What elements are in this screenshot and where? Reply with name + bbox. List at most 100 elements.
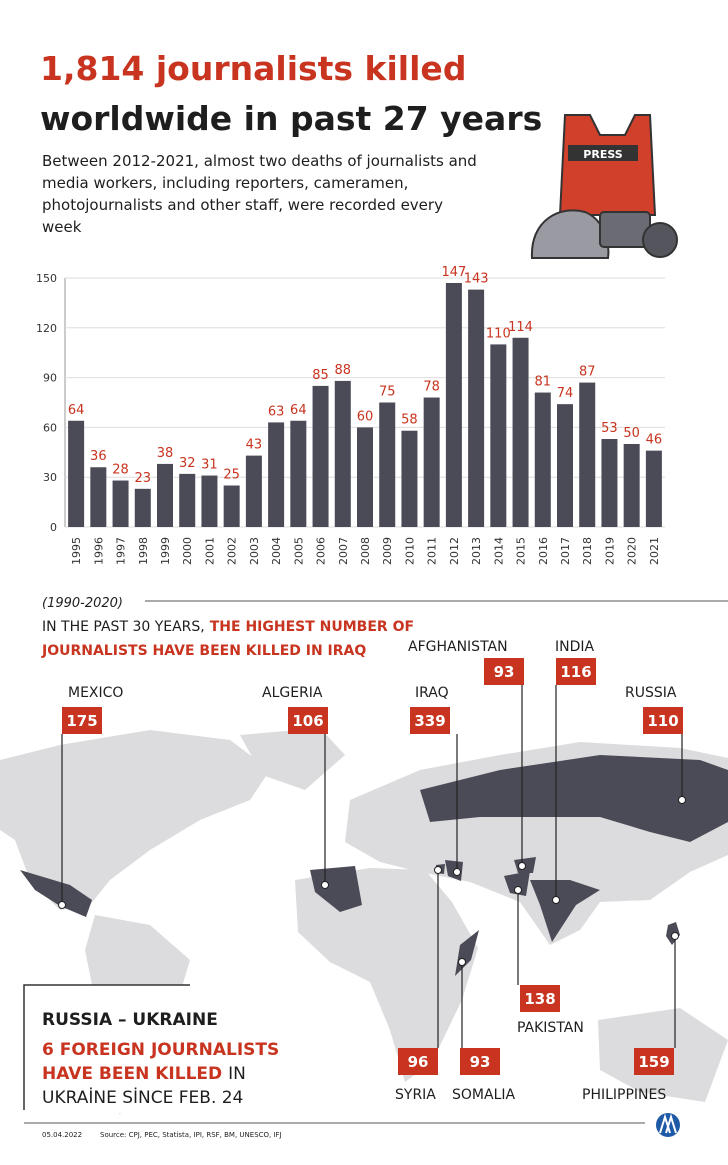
x-tick-label: 2018	[581, 537, 594, 565]
x-tick-label: 1995	[70, 537, 83, 565]
heading-highlight: JOURNALISTS HAVE BEEN KILLED IN IRAQ	[41, 643, 366, 659]
x-tick-label: 2011	[426, 537, 439, 565]
value-box	[460, 1048, 500, 1075]
pointer-dot	[678, 796, 686, 804]
bar	[401, 430, 418, 527]
value-label: 87	[579, 365, 596, 380]
bar	[645, 450, 662, 527]
x-tick-label: 1999	[159, 537, 172, 565]
x-tick-label: 2000	[181, 537, 194, 565]
value-label: 46	[646, 433, 663, 448]
bar	[245, 455, 262, 527]
bar	[157, 463, 173, 527]
bar	[601, 439, 618, 527]
value-label: 32	[179, 456, 196, 471]
value-label: 60	[357, 409, 374, 424]
bar	[512, 337, 529, 527]
bar-chart: 0 30 60 90 120 150 1995 64 1996 36 1997 28 1998 23 199…	[36, 265, 665, 565]
x-tick-label: 1997	[115, 537, 128, 565]
x-tick-label: 2017	[559, 537, 572, 565]
agency-logo	[656, 1113, 680, 1137]
map-heading: IN THE PAST 30 YEARS, THE HIGHEST NUMBER …	[42, 619, 414, 635]
subtitle: week	[42, 218, 82, 236]
y-tick-label: 0	[50, 521, 57, 534]
x-tick-label: 2015	[515, 537, 528, 565]
bar	[468, 289, 485, 527]
bar	[179, 473, 196, 527]
x-tick-label: 2006	[315, 537, 328, 565]
value-label: 28	[112, 463, 129, 478]
value-label: 143	[464, 272, 489, 287]
subtitle: Between 2012-2021, almost two deaths of …	[42, 152, 477, 170]
value-label: 64	[68, 403, 85, 418]
bar	[623, 444, 640, 527]
value-label: 85	[312, 368, 329, 383]
heading-plain: IN THE PAST 30 YEARS,	[42, 619, 205, 635]
pointer-dot	[552, 896, 560, 904]
value-label: 25	[223, 468, 240, 483]
country-value: 138	[524, 990, 555, 1008]
value-label: 63	[268, 404, 285, 419]
value-label: 50	[623, 426, 640, 441]
value-box	[288, 707, 328, 734]
country-value: 339	[414, 712, 445, 730]
country-name: PAKISTAN	[517, 1020, 584, 1036]
value-label: 38	[157, 446, 174, 461]
bar	[423, 397, 440, 527]
value-label: 43	[246, 438, 263, 453]
title-line-2: worldwide in past 27 years	[40, 99, 542, 138]
bar	[534, 392, 551, 527]
value-box	[643, 707, 683, 734]
pointer-dot	[453, 868, 461, 876]
value-label: 88	[335, 363, 352, 378]
x-tick-label: 2003	[248, 537, 261, 565]
country-value: 106	[292, 712, 323, 730]
value-box	[410, 707, 450, 734]
value-label: 58	[401, 413, 418, 428]
value-label: 147	[441, 265, 466, 280]
country-value: 93	[494, 663, 515, 681]
value-label: 31	[201, 458, 218, 473]
callout-highlight: HAVE BEEN KILLED	[42, 1064, 222, 1084]
x-tick-label: 2014	[492, 537, 505, 565]
pointer-dot	[518, 862, 526, 870]
country-callouts: 175 MEXICO 106 ALGERIA 339 IRAQ 93 AFGHANISTAN 1…	[58, 639, 686, 1103]
bar	[290, 420, 307, 527]
value-box	[634, 1048, 674, 1075]
x-tick-label: 2013	[470, 537, 483, 565]
callout-line: HAVE BEEN KILLED IN	[42, 1064, 246, 1084]
bar	[90, 467, 107, 527]
country-value: 93	[470, 1053, 491, 1071]
country-name: PHILIPPINES	[582, 1087, 666, 1103]
country-value: 159	[638, 1053, 669, 1071]
x-tick-label: 2009	[381, 537, 394, 565]
press-illustration: PRESS	[530, 114, 678, 259]
bar	[557, 404, 573, 527]
x-tick-label: 2004	[270, 537, 283, 565]
y-tick-label: 60	[43, 421, 57, 434]
x-tick-label: 2016	[537, 537, 550, 565]
bar	[112, 480, 129, 527]
y-tick-label: 150	[36, 272, 57, 285]
x-tick-label: 2008	[359, 537, 372, 565]
value-label: 81	[535, 375, 552, 390]
pointer-dot	[671, 932, 679, 940]
x-tick-label: 2010	[403, 537, 416, 565]
x-tick-label: 1996	[92, 537, 105, 565]
bar	[334, 380, 351, 527]
ukraine-callout: RUSSIA – UKRAINE 6 FOREIGN JOURNALISTS H…	[23, 984, 354, 1113]
country-name: SYRIA	[395, 1087, 436, 1103]
bar	[490, 344, 507, 527]
country-name: SOMALIA	[452, 1087, 515, 1103]
callout-title: RUSSIA – UKRAINE	[42, 1010, 218, 1030]
country-value: 96	[408, 1053, 429, 1071]
country-value: 175	[66, 712, 97, 730]
value-box	[520, 985, 560, 1012]
bar	[134, 488, 151, 527]
pointer-dot	[434, 866, 442, 874]
bar	[312, 385, 329, 527]
country-name: IRAQ	[415, 685, 449, 701]
x-tick-label: 2002	[226, 537, 239, 565]
country-name: MEXICO	[68, 685, 123, 701]
callout-line: 6 FOREIGN JOURNALISTS	[42, 1040, 279, 1060]
